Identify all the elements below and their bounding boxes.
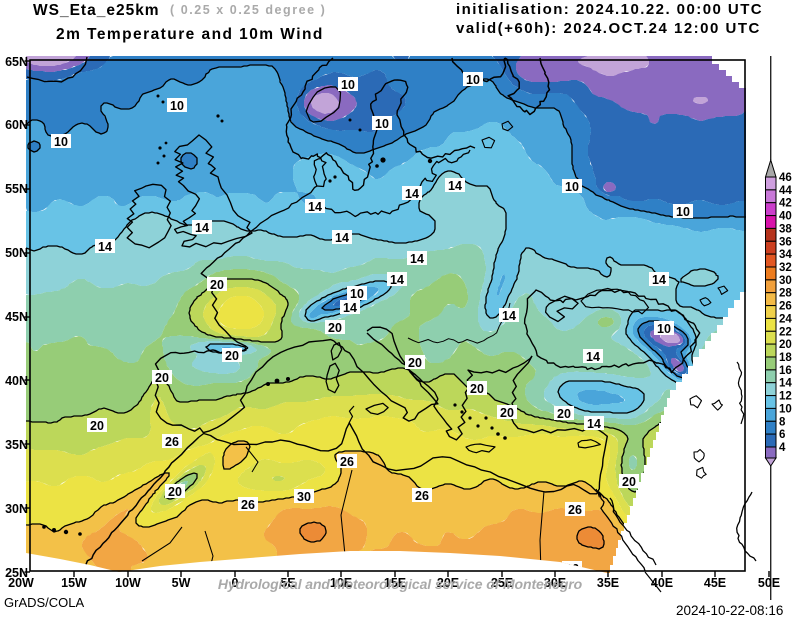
svg-text:20E: 20E [437,576,459,590]
svg-text:45E: 45E [704,576,726,590]
svg-text:20: 20 [210,278,224,292]
svg-text:15W: 15W [61,576,87,590]
svg-text:26: 26 [340,455,354,469]
svg-text:8: 8 [779,416,786,428]
svg-text:valid(+60h): 2024.OCT.24 12:00: valid(+60h): 2024.OCT.24 12:00 UTC [456,20,761,37]
svg-text:46: 46 [779,172,792,184]
svg-text:18: 18 [779,352,792,364]
svg-text:10: 10 [466,73,480,87]
svg-text:20: 20 [779,339,792,351]
svg-text:30E: 30E [544,576,566,590]
svg-text:14: 14 [343,301,357,315]
svg-text:16: 16 [779,365,792,377]
svg-text:26: 26 [568,503,582,517]
svg-text:14: 14 [779,378,792,390]
svg-text:( 0.25 x 0.25 degree ): ( 0.25 x 0.25 degree ) [170,3,326,17]
svg-text:36: 36 [779,236,792,248]
svg-text:20: 20 [470,382,484,396]
svg-text:35N: 35N [5,438,28,452]
svg-text:10: 10 [676,205,690,219]
svg-text:26: 26 [779,301,792,313]
svg-text:20: 20 [168,485,182,499]
svg-text:26: 26 [415,489,429,503]
svg-text:20: 20 [90,419,104,433]
svg-text:10W: 10W [115,576,141,590]
svg-text:45N: 45N [5,310,28,324]
svg-text:40: 40 [779,211,792,223]
svg-text:14: 14 [195,221,209,235]
svg-text:10: 10 [565,180,579,194]
svg-text:20: 20 [225,349,239,363]
svg-text:15E: 15E [384,576,406,590]
svg-text:10: 10 [350,287,364,301]
svg-text:14: 14 [586,350,600,364]
svg-text:26: 26 [241,498,255,512]
svg-text:10E: 10E [330,576,352,590]
svg-text:4: 4 [779,442,786,454]
svg-text:14: 14 [405,187,419,201]
svg-text:14: 14 [98,240,112,254]
svg-text:Hydrological and Meteorologica: Hydrological and Meteorological service … [218,576,583,592]
svg-text:20: 20 [557,407,571,421]
svg-text:14: 14 [308,200,322,214]
svg-text:24: 24 [779,313,792,325]
svg-text:10: 10 [341,78,355,92]
svg-text:50N: 50N [5,246,28,260]
svg-text:30: 30 [779,275,792,287]
svg-text:32: 32 [779,262,792,274]
svg-text:26: 26 [165,435,179,449]
svg-text:10: 10 [170,99,184,113]
svg-text:20: 20 [622,475,636,489]
svg-text:14: 14 [502,309,516,323]
svg-text:50E: 50E [758,576,780,590]
svg-text:14: 14 [652,273,666,287]
svg-text:40N: 40N [5,374,28,388]
svg-text:14: 14 [335,231,349,245]
svg-text:2m Temperature and 10m Wind: 2m Temperature and 10m Wind [56,26,324,43]
svg-text:20: 20 [155,371,169,385]
svg-text:65N: 65N [5,55,28,69]
svg-text:12: 12 [779,391,792,403]
svg-text:60N: 60N [5,118,28,132]
svg-text:20: 20 [328,321,342,335]
svg-text:10: 10 [375,117,389,131]
svg-text:10: 10 [779,403,792,415]
svg-text:0: 0 [232,576,239,590]
svg-text:5W: 5W [172,576,191,590]
svg-text:initialisation: 2024.10.22. 00: initialisation: 2024.10.22. 00:00 UTC [456,1,763,18]
svg-text:25N: 25N [5,566,28,580]
svg-text:GrADS/COLA: GrADS/COLA [4,595,85,610]
svg-text:14: 14 [448,179,462,193]
svg-text:10: 10 [657,322,671,336]
svg-text:35E: 35E [597,576,619,590]
svg-text:40E: 40E [651,576,673,590]
svg-text:55N: 55N [5,182,28,196]
svg-text:28: 28 [779,288,792,300]
svg-text:34: 34 [779,249,792,261]
svg-text:20: 20 [500,406,514,420]
svg-text:30N: 30N [5,502,28,516]
svg-text:22: 22 [779,326,792,338]
svg-text:20: 20 [408,356,422,370]
svg-text:10: 10 [54,135,68,149]
svg-text:42: 42 [779,198,792,210]
svg-text:5E: 5E [280,576,295,590]
svg-text:14: 14 [410,252,424,266]
svg-text:44: 44 [779,185,792,197]
svg-text:WS_Eta_e25km: WS_Eta_e25km [33,2,160,19]
svg-text:14: 14 [587,417,601,431]
svg-text:25E: 25E [491,576,513,590]
svg-text:38: 38 [779,223,792,235]
svg-text:30: 30 [297,490,311,504]
svg-text:2024-10-22-08:16: 2024-10-22-08:16 [676,603,783,618]
svg-text:14: 14 [390,273,404,287]
svg-text:20W: 20W [8,576,34,590]
svg-text:6: 6 [779,429,785,441]
